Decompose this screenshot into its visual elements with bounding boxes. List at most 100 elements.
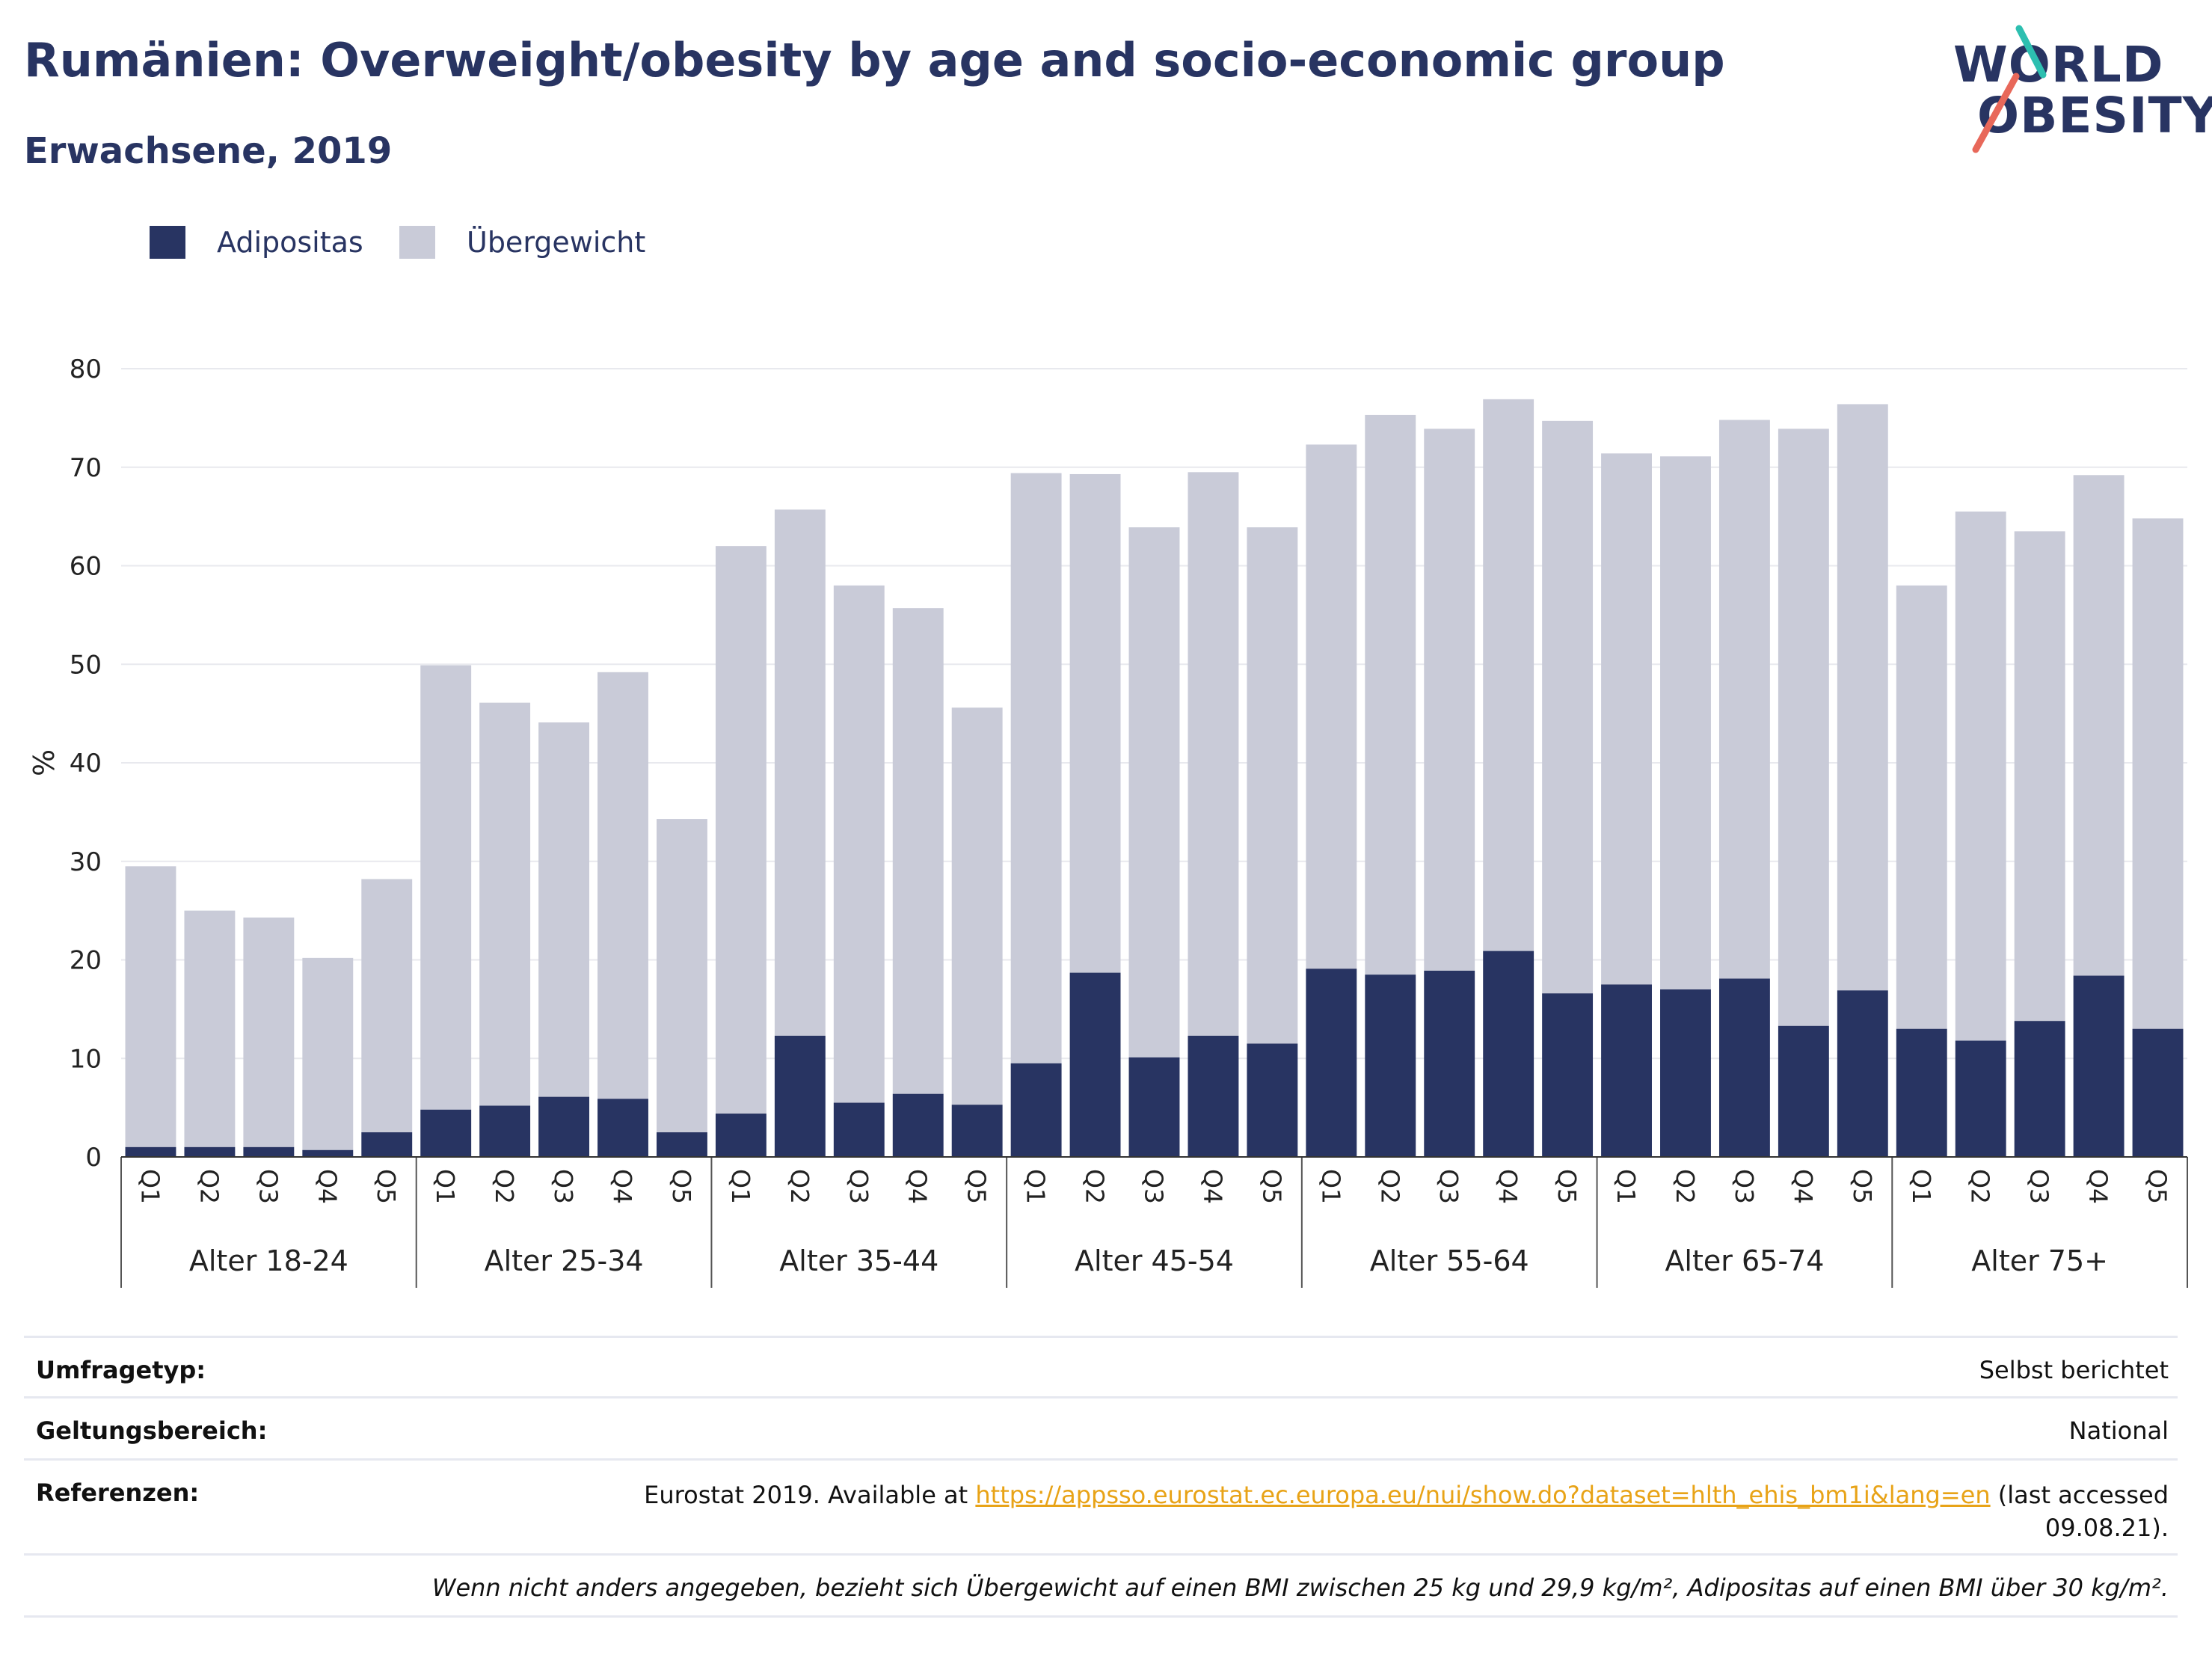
bar-adipositas [774, 1035, 826, 1157]
x-tick-label: Q1 [1021, 1169, 1051, 1204]
bar-uebergewicht [774, 509, 826, 1036]
legend-label-adipositas: Adipositas [217, 226, 363, 259]
bar-uebergewicht [1718, 420, 1770, 979]
bar-uebergewicht [1778, 429, 1829, 1026]
x-tick-label: Q4 [313, 1169, 342, 1204]
bar-uebergewicht [2073, 475, 2125, 976]
bar-adipositas [951, 1105, 1003, 1157]
legend-swatch-uebergewicht [399, 226, 435, 259]
bar-adipositas [657, 1132, 707, 1157]
group-label: Alter 18-24 [189, 1244, 348, 1277]
y-tick-label: 70 [70, 453, 102, 483]
x-tick-label: Q3 [2025, 1169, 2054, 1204]
y-tick-label: 10 [70, 1044, 102, 1074]
bar-uebergewicht [1306, 444, 1357, 969]
bar-uebergewicht [1188, 472, 1239, 1036]
x-tick-label: Q1 [1316, 1169, 1345, 1204]
bar-adipositas [243, 1146, 295, 1157]
bar-uebergewicht [1837, 404, 1888, 991]
references-link[interactable]: https://appsso.eurostat.ec.europa.eu/nui… [975, 1481, 1991, 1509]
bar-adipositas [1483, 951, 1534, 1157]
bar-uebergewicht [833, 585, 885, 1103]
bar-adipositas [1188, 1035, 1239, 1157]
info-row-survey-type: Umfragetyp: Selbst berichtet [24, 1336, 2178, 1396]
references-date: 09.08.21). [2044, 1514, 2169, 1542]
bar-uebergewicht [1660, 456, 1711, 990]
group-label: Alter 75+ [1971, 1244, 2108, 1277]
bar-adipositas [1069, 972, 1121, 1157]
bar-adipositas [1306, 968, 1357, 1157]
bar-adipositas [1128, 1057, 1180, 1157]
bar-adipositas [1542, 993, 1594, 1157]
survey-type-value: Selbst berichtet [1979, 1356, 2169, 1384]
bar-adipositas [1896, 1028, 1947, 1157]
x-tick-label: Q5 [372, 1169, 401, 1204]
bar-adipositas [715, 1114, 766, 1157]
x-tick-label: Q4 [1789, 1169, 1818, 1204]
bar-uebergewicht [125, 866, 176, 1147]
bar-adipositas [1955, 1040, 2006, 1157]
x-tick-label: Q4 [1198, 1169, 1227, 1204]
bar-uebergewicht [1424, 429, 1475, 971]
x-tick-label: Q2 [1375, 1169, 1404, 1204]
footnote: Wenn nicht anders angegeben, bezieht sic… [431, 1573, 2169, 1602]
info-row-scope: Geltungsbereich: National [24, 1396, 2178, 1458]
bar-adipositas [420, 1109, 472, 1157]
x-tick-label: Q3 [844, 1169, 873, 1204]
bar-adipositas [2014, 1021, 2065, 1157]
bar-uebergewicht [184, 910, 236, 1147]
bar-uebergewicht [538, 722, 590, 1097]
x-tick-label: Q4 [903, 1169, 933, 1204]
y-tick-label: 0 [85, 1143, 102, 1173]
bar-uebergewicht [479, 702, 531, 1106]
group-label: Alter 35-44 [779, 1244, 938, 1277]
bar-adipositas [1660, 989, 1711, 1157]
bar-adipositas [597, 1099, 648, 1157]
bar-uebergewicht [1601, 453, 1652, 985]
bar-adipositas [1424, 970, 1475, 1157]
logo-text-line2: OBESITY [1977, 87, 2212, 144]
x-tick-label: Q5 [1552, 1169, 1582, 1204]
bar-uebergewicht [1069, 473, 1121, 973]
x-tick-label: Q5 [1257, 1169, 1286, 1204]
bar-uebergewicht [892, 608, 944, 1094]
bar-adipositas [1601, 984, 1652, 1157]
bar-uebergewicht [1128, 527, 1180, 1057]
x-tick-label: Q5 [667, 1169, 696, 1204]
x-tick-label: Q4 [1493, 1169, 1523, 1204]
group-label: Alter 55-64 [1370, 1244, 1529, 1277]
bar-adipositas [302, 1149, 354, 1157]
bar-adipositas [538, 1096, 590, 1157]
info-row-references: Referenzen: Eurostat 2019. Available at … [24, 1458, 2178, 1553]
x-tick-label: Q4 [608, 1169, 637, 1204]
legend-item-uebergewicht: Übergewicht [399, 223, 645, 262]
group-label: Alter 65-74 [1665, 1244, 1824, 1277]
bar-adipositas [1247, 1043, 1298, 1157]
x-tick-label: Q2 [490, 1169, 519, 1204]
bar-uebergewicht [361, 879, 413, 1133]
bar-uebergewicht [1955, 512, 2006, 1041]
bar-adipositas [1365, 974, 1416, 1157]
bar-uebergewicht [243, 917, 295, 1147]
x-tick-label: Q5 [962, 1169, 992, 1204]
survey-type-label: Umfragetyp: [36, 1356, 206, 1384]
bar-uebergewicht [1483, 399, 1534, 951]
bar-uebergewicht [420, 665, 472, 1110]
x-tick-label: Q1 [726, 1169, 755, 1204]
bar-adipositas [2073, 975, 2125, 1157]
references-prefix: Eurostat 2019. Available at [644, 1481, 976, 1509]
bar-uebergewicht [1247, 527, 1298, 1044]
info-row-footnote: Wenn nicht anders angegeben, bezieht sic… [24, 1553, 2178, 1618]
references-suffix: (last accessed [1990, 1481, 2169, 1509]
bar-adipositas [361, 1132, 413, 1157]
stacked-bar-chart: 0 10 20 30 40 50 60 70 80% Q1 Q2 Q3 Q4 Q5 Alter 18-24 Q… [28, 354, 2188, 1288]
references-value: Eurostat 2019. Available at https://apps… [24, 1461, 2178, 1544]
x-tick-label: Q1 [135, 1169, 165, 1204]
group-label: Alter 25-34 [485, 1244, 644, 1277]
x-tick-label: Q2 [1671, 1169, 1700, 1204]
bar-adipositas [125, 1146, 176, 1157]
bar-adipositas [479, 1105, 531, 1157]
bar-adipositas [833, 1102, 885, 1157]
bar-adipositas [1837, 990, 1888, 1157]
y-tick-label: 40 [70, 749, 102, 779]
